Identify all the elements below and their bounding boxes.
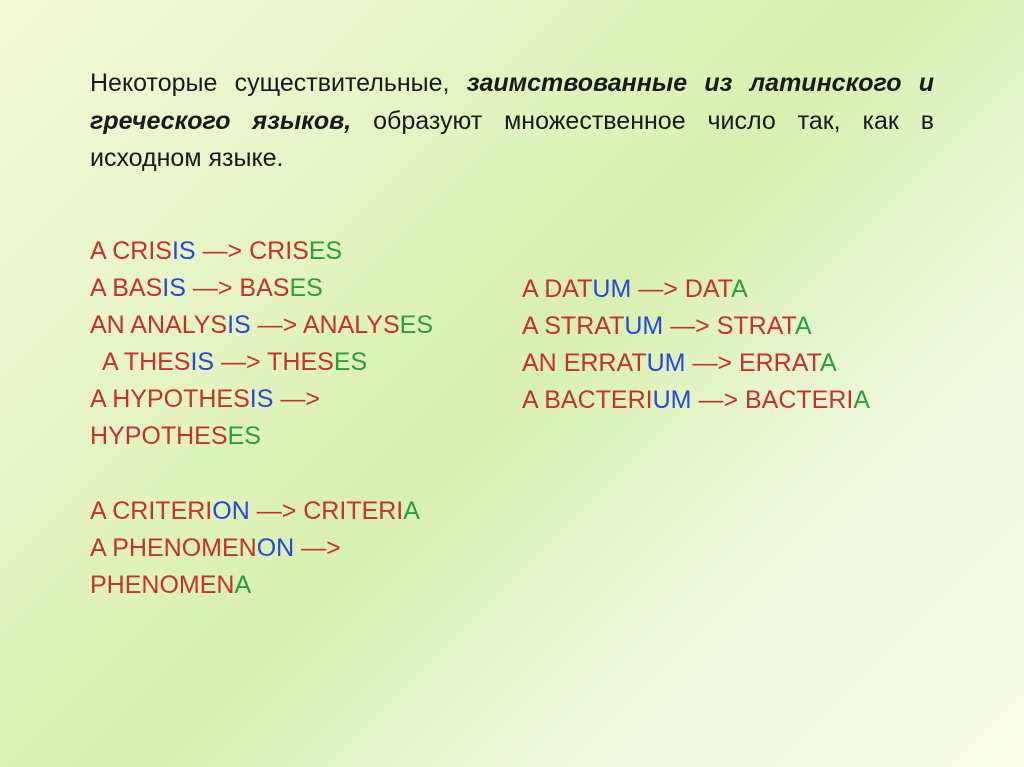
plural-suffix: ES <box>309 237 342 265</box>
plural-stem: BACTERI <box>745 386 853 414</box>
spacer <box>90 455 512 493</box>
arrow-icon: —> <box>663 312 717 340</box>
word-pair-erratum: AN ERRATUM —> ERRATA <box>522 345 944 382</box>
plural-suffix: A <box>820 349 837 377</box>
word-pair-hypothesis-line1: A HYPOTHESIS —> <box>90 381 512 418</box>
plural-suffix: ES <box>400 311 433 339</box>
word-pair-datum: A DATUM —> DATA <box>522 271 944 308</box>
singular-suffix: IS <box>162 274 186 302</box>
singular-suffix: UM <box>653 386 692 414</box>
article: A <box>90 274 112 302</box>
plural-suffix: ES <box>334 348 367 376</box>
arrow-icon: —> <box>631 275 685 303</box>
word-pair-phenomenon-line1: A PHENOMENON —> <box>90 530 512 567</box>
arrow-icon: —> <box>186 274 240 302</box>
article: A <box>90 237 112 265</box>
plural-suffix: A <box>403 497 420 525</box>
article: A <box>90 497 112 525</box>
singular-suffix: UM <box>624 312 663 340</box>
plural-suffix: A <box>234 571 251 599</box>
intro-paragraph: Некоторые существительные, заимствованны… <box>90 65 934 178</box>
plural-suffix: ES <box>228 422 261 450</box>
singular-stem: ANALYS <box>130 311 227 339</box>
word-pair-thesis: A THESIS —> THESES <box>90 344 512 381</box>
word-pair-stratum: A STRATUM —> STRATA <box>522 308 944 345</box>
word-pair-bacterium: A BACTERIUM —> BACTERIA <box>522 382 944 419</box>
plural-stem: CRITERI <box>303 497 403 525</box>
singular-stem: ERRAT <box>564 349 647 377</box>
plural-stem: PHENOMEN <box>90 571 234 599</box>
article: A <box>90 385 112 413</box>
singular-stem: BAS <box>112 274 162 302</box>
singular-suffix: IS <box>190 348 214 376</box>
article: A <box>522 312 544 340</box>
singular-suffix: IS <box>172 237 196 265</box>
article: AN <box>522 349 564 377</box>
word-pair-crisis: A CRISIS —> CRISES <box>90 233 512 270</box>
plural-suffix: A <box>731 275 748 303</box>
singular-stem: BACTERI <box>544 386 652 414</box>
arrow-icon: —> <box>273 385 320 413</box>
plural-stem: HYPOTHES <box>90 422 228 450</box>
article: A <box>522 275 544 303</box>
singular-stem: HYPOTHES <box>112 385 250 413</box>
word-columns: A CRISIS —> CRISES A BASIS —> BASES AN A… <box>90 233 934 604</box>
article: A <box>522 386 544 414</box>
singular-stem: CRITERI <box>112 497 212 525</box>
singular-suffix: ON <box>257 534 295 562</box>
word-pair-basis: A BASIS —> BASES <box>90 270 512 307</box>
singular-suffix: IS <box>227 311 251 339</box>
arrow-icon: —> <box>294 534 341 562</box>
singular-stem: CRIS <box>112 237 172 265</box>
arrow-icon: —> <box>692 386 746 414</box>
arrow-icon: —> <box>196 237 250 265</box>
plural-stem: CRIS <box>249 237 309 265</box>
word-pair-analysis: AN ANALYSIS —> ANALYSES <box>90 307 512 344</box>
plural-stem: ERRAT <box>739 349 820 377</box>
singular-suffix: IS <box>250 385 274 413</box>
plural-stem: BAS <box>239 274 289 302</box>
arrow-icon: —> <box>251 311 303 339</box>
word-pair-hypothesis-line2: HYPOTHESES <box>90 418 512 455</box>
plural-stem: ANALYS <box>303 311 400 339</box>
singular-stem: DAT <box>544 275 592 303</box>
plural-suffix: A <box>853 386 870 414</box>
article: A <box>102 348 124 376</box>
singular-stem: THES <box>124 348 191 376</box>
singular-stem: PHENOMEN <box>112 534 256 562</box>
singular-stem: STRAT <box>544 312 624 340</box>
arrow-icon: —> <box>250 497 304 525</box>
singular-suffix: UM <box>592 275 631 303</box>
word-pair-phenomenon-line2: PHENOMENA <box>90 567 512 604</box>
arrow-icon: —> <box>685 349 739 377</box>
singular-suffix: UM <box>647 349 686 377</box>
article: A <box>90 534 112 562</box>
right-column: A DATUM —> DATA A STRATUM —> STRATA AN E… <box>522 233 944 604</box>
plural-stem: STRAT <box>717 312 795 340</box>
intro-pre: Некоторые существительные, <box>90 69 467 97</box>
left-column: A CRISIS —> CRISES A BASIS —> BASES AN A… <box>90 233 512 604</box>
singular-suffix: ON <box>212 497 250 525</box>
arrow-icon: —> <box>214 348 267 376</box>
plural-suffix: ES <box>289 274 322 302</box>
word-pair-criterion: A CRITERION —> CRITERIA <box>90 493 512 530</box>
plural-stem: DAT <box>685 275 731 303</box>
plural-suffix: A <box>795 312 812 340</box>
article: AN <box>90 311 130 339</box>
plural-stem: THES <box>267 348 334 376</box>
